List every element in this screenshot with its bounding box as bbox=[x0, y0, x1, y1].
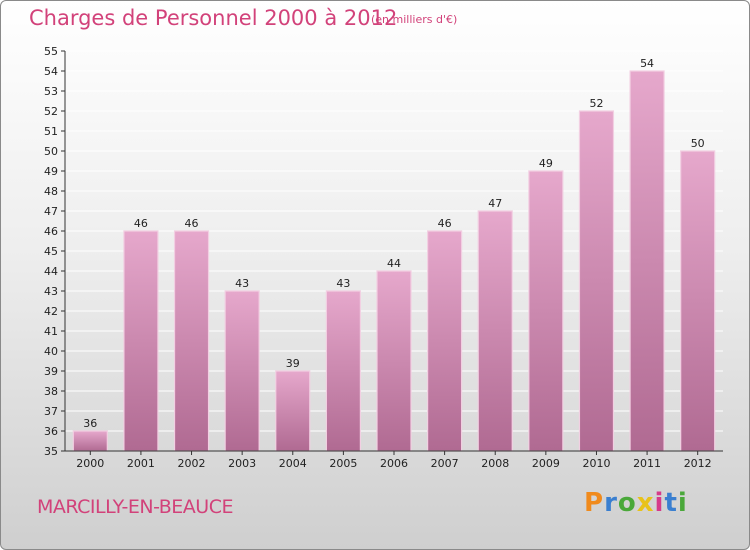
y-tick-label: 54 bbox=[44, 65, 58, 78]
y-tick-label: 52 bbox=[44, 105, 58, 118]
y-tick-label: 44 bbox=[44, 265, 58, 278]
bar bbox=[376, 270, 412, 452]
y-tick-label: 55 bbox=[44, 45, 58, 58]
y-tick-label: 45 bbox=[44, 245, 58, 258]
data-label: 44 bbox=[387, 257, 401, 270]
chart-subtitle: (en milliers d'€) bbox=[371, 13, 458, 26]
bar bbox=[427, 230, 463, 452]
data-label: 36 bbox=[83, 417, 97, 430]
data-label: 43 bbox=[235, 277, 249, 290]
logo-letter: r bbox=[604, 488, 618, 518]
bar bbox=[325, 290, 361, 452]
bars: 36 46 46 43 39 43 44 46 47 49 52 54 50 bbox=[72, 57, 716, 452]
logo-letter: o bbox=[617, 488, 637, 518]
y-tick-label: 43 bbox=[44, 285, 58, 298]
data-label: 50 bbox=[691, 137, 705, 150]
y-tick-label: 39 bbox=[44, 365, 58, 378]
y-tick-label: 40 bbox=[44, 345, 58, 358]
x-axis: 2000 2001 2002 2003 2004 2005 2006 2007 2008 2009… bbox=[76, 451, 712, 470]
data-label: 54 bbox=[640, 57, 654, 70]
place-name: MARCILLY-EN-BEAUCE bbox=[37, 496, 233, 518]
logo-letter: i bbox=[654, 488, 665, 518]
data-label: 52 bbox=[589, 97, 603, 110]
y-tick-label: 47 bbox=[44, 205, 58, 218]
x-tick-label: 2004 bbox=[279, 457, 307, 470]
data-label: 46 bbox=[438, 217, 452, 230]
x-tick-label: 2006 bbox=[380, 457, 408, 470]
bar bbox=[528, 170, 564, 452]
logo-letter: P bbox=[584, 488, 605, 518]
chart-title: Charges de Personnel 2000 à 2012 bbox=[29, 6, 398, 30]
y-tick-label: 36 bbox=[44, 425, 58, 438]
data-label: 39 bbox=[286, 357, 300, 370]
x-tick-label: 2009 bbox=[532, 457, 560, 470]
logo-letter: t bbox=[664, 488, 678, 518]
y-axis: 35 36 37 38 39 40 41 42 43 44 45 46 47 48 49 50 51 52 53 54… bbox=[44, 45, 65, 458]
x-tick-label: 2005 bbox=[329, 457, 357, 470]
x-tick-label: 2012 bbox=[684, 457, 712, 470]
bar bbox=[578, 110, 615, 452]
bar bbox=[224, 290, 260, 452]
bar bbox=[680, 150, 716, 452]
y-tick-label: 51 bbox=[44, 125, 58, 138]
data-label: 49 bbox=[539, 157, 553, 170]
y-tick-label: 42 bbox=[44, 305, 58, 318]
data-label: 47 bbox=[488, 197, 502, 210]
y-tick-label: 38 bbox=[44, 385, 58, 398]
y-tick-label: 41 bbox=[44, 325, 58, 338]
y-tick-label: 53 bbox=[44, 85, 58, 98]
proxiti-logo: Proxiti bbox=[584, 488, 688, 518]
y-tick-label: 50 bbox=[44, 145, 58, 158]
x-tick-label: 2007 bbox=[431, 457, 459, 470]
data-label: 46 bbox=[134, 217, 148, 230]
y-tick-label: 46 bbox=[44, 225, 58, 238]
bar bbox=[629, 70, 665, 452]
x-tick-label: 2003 bbox=[228, 457, 256, 470]
logo-letter: x bbox=[636, 488, 655, 518]
x-tick-label: 2000 bbox=[76, 457, 104, 470]
x-tick-label: 2008 bbox=[481, 457, 509, 470]
y-tick-label: 48 bbox=[44, 185, 58, 198]
bar bbox=[123, 230, 159, 452]
x-tick-label: 2010 bbox=[582, 457, 610, 470]
y-tick-label: 35 bbox=[44, 445, 58, 458]
data-label: 43 bbox=[336, 277, 350, 290]
y-tick-label: 49 bbox=[44, 165, 58, 178]
bar bbox=[173, 230, 210, 452]
bar bbox=[477, 210, 513, 452]
x-tick-label: 2002 bbox=[178, 457, 206, 470]
x-tick-label: 2011 bbox=[633, 457, 661, 470]
bar bbox=[72, 430, 108, 452]
y-tick-label: 37 bbox=[44, 405, 58, 418]
bar bbox=[275, 370, 311, 452]
logo-letter: i bbox=[677, 488, 688, 518]
x-tick-label: 2001 bbox=[127, 457, 155, 470]
data-label: 46 bbox=[185, 217, 199, 230]
